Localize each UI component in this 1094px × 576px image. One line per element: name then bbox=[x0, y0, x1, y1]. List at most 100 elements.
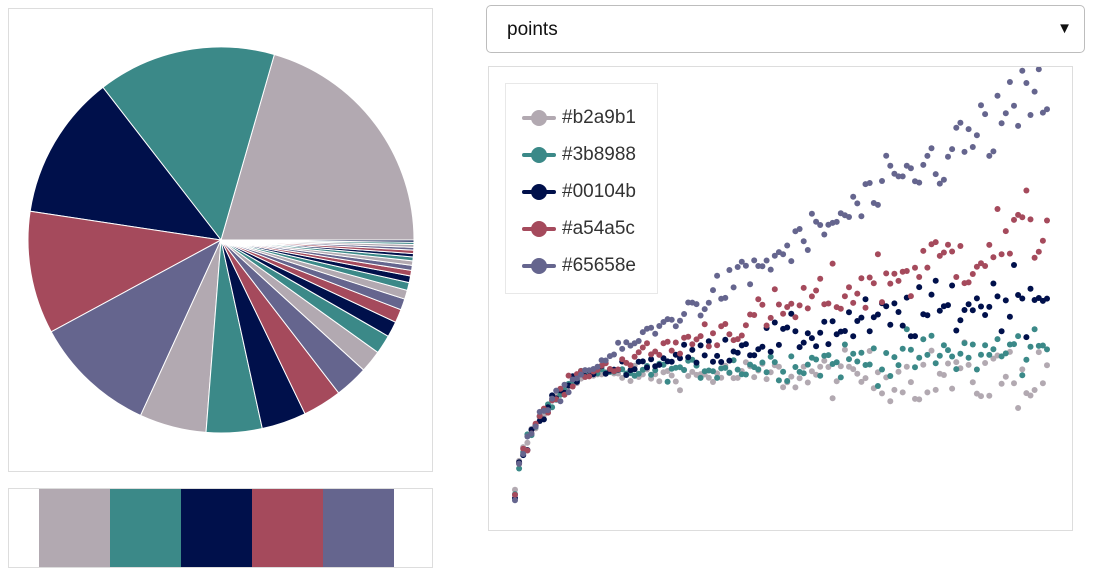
scatter-point[interactable] bbox=[808, 293, 815, 300]
scatter-point[interactable] bbox=[949, 146, 956, 153]
scatter-point[interactable] bbox=[825, 352, 832, 359]
scatter-point[interactable] bbox=[656, 361, 663, 368]
scatter-point[interactable] bbox=[936, 352, 943, 359]
scatter-point[interactable] bbox=[879, 178, 885, 184]
scatter-point[interactable] bbox=[722, 364, 729, 371]
scatter-point[interactable] bbox=[705, 374, 712, 381]
scatter-point[interactable] bbox=[862, 375, 869, 382]
scatter-point[interactable] bbox=[1044, 295, 1050, 302]
scatter-point[interactable] bbox=[697, 312, 704, 319]
scatter-point[interactable] bbox=[742, 371, 749, 378]
scatter-point[interactable] bbox=[986, 241, 993, 248]
scatter-point[interactable] bbox=[710, 330, 716, 337]
scatter-point[interactable] bbox=[899, 322, 906, 329]
scatter-point[interactable] bbox=[747, 352, 754, 359]
scatter-point[interactable] bbox=[697, 342, 704, 349]
scatter-point[interactable] bbox=[524, 447, 531, 454]
scatter-point[interactable] bbox=[825, 364, 832, 370]
scatter-point[interactable] bbox=[726, 357, 733, 364]
scatter-point[interactable] bbox=[615, 339, 622, 346]
scatter-point[interactable] bbox=[936, 252, 943, 259]
scatter-point[interactable] bbox=[656, 378, 663, 385]
scatter-point[interactable] bbox=[512, 491, 518, 498]
scatter-point[interactable] bbox=[949, 353, 956, 360]
scatter-point[interactable] bbox=[895, 309, 902, 315]
scatter-point[interactable] bbox=[850, 193, 857, 200]
scatter-point[interactable] bbox=[903, 363, 910, 370]
scatter-point[interactable] bbox=[978, 102, 984, 109]
scatter-point[interactable] bbox=[648, 324, 655, 331]
scatter-point[interactable] bbox=[1002, 373, 1009, 380]
scatter-point[interactable] bbox=[586, 373, 593, 380]
scatter-point[interactable] bbox=[821, 357, 828, 364]
scatter-point[interactable] bbox=[994, 206, 1001, 212]
scatter-point[interactable] bbox=[755, 366, 762, 373]
scatter-point[interactable] bbox=[1006, 313, 1013, 320]
scatter-point[interactable] bbox=[1039, 237, 1046, 244]
scatter-point[interactable] bbox=[549, 395, 556, 402]
scatter-point[interactable] bbox=[907, 293, 914, 300]
scatter-point[interactable] bbox=[602, 357, 609, 364]
scatter-point[interactable] bbox=[986, 303, 993, 310]
scatter-point[interactable] bbox=[895, 368, 902, 375]
scatter-point[interactable] bbox=[928, 291, 935, 298]
scatter-point[interactable] bbox=[763, 322, 770, 329]
scatter-point[interactable] bbox=[953, 359, 960, 366]
pie-slice[interactable] bbox=[102, 46, 275, 242]
scatter-point[interactable] bbox=[561, 381, 568, 388]
scatter-point[interactable] bbox=[681, 311, 688, 317]
scatter-point[interactable] bbox=[817, 222, 824, 228]
scatter-point[interactable] bbox=[879, 390, 885, 397]
scatter-point[interactable] bbox=[916, 179, 923, 186]
scatter-point[interactable] bbox=[994, 293, 1001, 300]
scatter-point[interactable] bbox=[858, 314, 865, 321]
scatter-point[interactable] bbox=[516, 460, 523, 467]
scatter-point[interactable] bbox=[710, 368, 716, 375]
scatter-point[interactable] bbox=[1023, 80, 1030, 86]
scatter-point[interactable] bbox=[1044, 346, 1050, 353]
scatter-point[interactable] bbox=[817, 275, 824, 282]
scatter-point[interactable] bbox=[767, 266, 774, 273]
scatter-point[interactable] bbox=[969, 307, 976, 314]
scatter-point[interactable] bbox=[866, 328, 873, 335]
scatter-point[interactable] bbox=[887, 373, 894, 379]
scatter-point[interactable] bbox=[788, 258, 795, 265]
scatter-point[interactable] bbox=[891, 386, 898, 393]
scatter-point[interactable] bbox=[1023, 356, 1030, 363]
scatter-point[interactable] bbox=[920, 361, 927, 368]
legend-item[interactable]: #b2a9b1 bbox=[522, 106, 636, 130]
scatter-point[interactable] bbox=[545, 407, 551, 414]
scatter-point[interactable] bbox=[813, 218, 820, 225]
scatter-point[interactable] bbox=[648, 356, 655, 363]
scatter-point[interactable] bbox=[907, 165, 914, 172]
scatter-point[interactable] bbox=[850, 299, 857, 306]
scatter-point[interactable] bbox=[813, 343, 820, 350]
scatter-point[interactable] bbox=[771, 286, 778, 293]
scatter-point[interactable] bbox=[524, 439, 531, 446]
scatter-point[interactable] bbox=[874, 311, 881, 318]
scatter-point[interactable] bbox=[788, 310, 795, 317]
scatter-point[interactable] bbox=[817, 329, 824, 336]
scatter-point[interactable] bbox=[1031, 326, 1038, 333]
scatter-point[interactable] bbox=[664, 378, 671, 385]
scatter-point[interactable] bbox=[710, 379, 716, 385]
scatter-point[interactable] bbox=[1023, 187, 1030, 194]
scatter-point[interactable] bbox=[982, 342, 989, 349]
scatter-point[interactable] bbox=[1031, 387, 1038, 393]
scatter-point[interactable] bbox=[751, 312, 758, 318]
scatter-point[interactable] bbox=[808, 335, 815, 342]
scatter-point[interactable] bbox=[899, 173, 906, 180]
scatter-point[interactable] bbox=[722, 321, 729, 327]
scatter-point[interactable] bbox=[825, 300, 832, 307]
scatter-point[interactable] bbox=[644, 340, 650, 347]
scatter-point[interactable] bbox=[1027, 285, 1034, 292]
scatter-point[interactable] bbox=[759, 343, 766, 350]
scatter-point[interactable] bbox=[874, 251, 881, 258]
scatter-point[interactable] bbox=[759, 263, 766, 270]
scatter-point[interactable] bbox=[516, 465, 523, 472]
scatter-point[interactable] bbox=[866, 180, 873, 186]
scatter-point[interactable] bbox=[907, 346, 914, 353]
scatter-point[interactable] bbox=[846, 309, 852, 316]
scatter-point[interactable] bbox=[1011, 102, 1017, 109]
scatter-point[interactable] bbox=[1015, 122, 1022, 129]
